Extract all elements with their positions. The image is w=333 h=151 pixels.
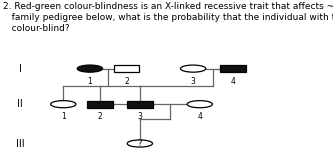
Circle shape: [187, 101, 212, 108]
Text: ?: ?: [138, 139, 142, 148]
Circle shape: [180, 65, 206, 72]
Bar: [220, 65, 246, 72]
Text: 4: 4: [231, 77, 235, 86]
Text: 1: 1: [88, 77, 92, 86]
Text: III: III: [16, 138, 24, 149]
Text: 2: 2: [98, 112, 102, 121]
Text: II: II: [17, 99, 23, 109]
Text: 4: 4: [197, 112, 202, 121]
Text: 2. Red-green colour-blindness is an X-linked recessive trait that affects ~10% o: 2. Red-green colour-blindness is an X-li…: [3, 2, 333, 33]
Bar: [114, 65, 139, 72]
Bar: [127, 101, 153, 108]
Text: I: I: [19, 64, 21, 74]
Text: 1: 1: [61, 112, 66, 121]
Bar: [87, 101, 113, 108]
Text: 2: 2: [124, 77, 129, 86]
Circle shape: [127, 140, 153, 147]
Text: 3: 3: [138, 112, 142, 121]
Circle shape: [77, 65, 103, 72]
Circle shape: [51, 101, 76, 108]
Text: 3: 3: [191, 77, 195, 86]
